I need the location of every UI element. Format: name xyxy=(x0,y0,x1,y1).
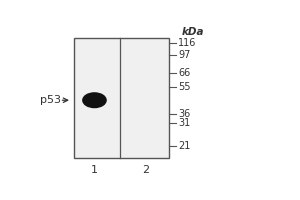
Text: 97: 97 xyxy=(178,50,190,60)
Text: kDa: kDa xyxy=(182,27,204,37)
Text: 36: 36 xyxy=(178,109,190,119)
Text: p53: p53 xyxy=(40,95,61,105)
Text: 31: 31 xyxy=(178,118,190,128)
Text: 21: 21 xyxy=(178,141,190,151)
Bar xyxy=(74,38,169,158)
Text: 1: 1 xyxy=(91,165,98,175)
Text: 116: 116 xyxy=(178,38,196,48)
Text: 55: 55 xyxy=(178,82,191,92)
Text: 2: 2 xyxy=(142,165,149,175)
Ellipse shape xyxy=(83,93,106,108)
Text: 66: 66 xyxy=(178,68,190,78)
